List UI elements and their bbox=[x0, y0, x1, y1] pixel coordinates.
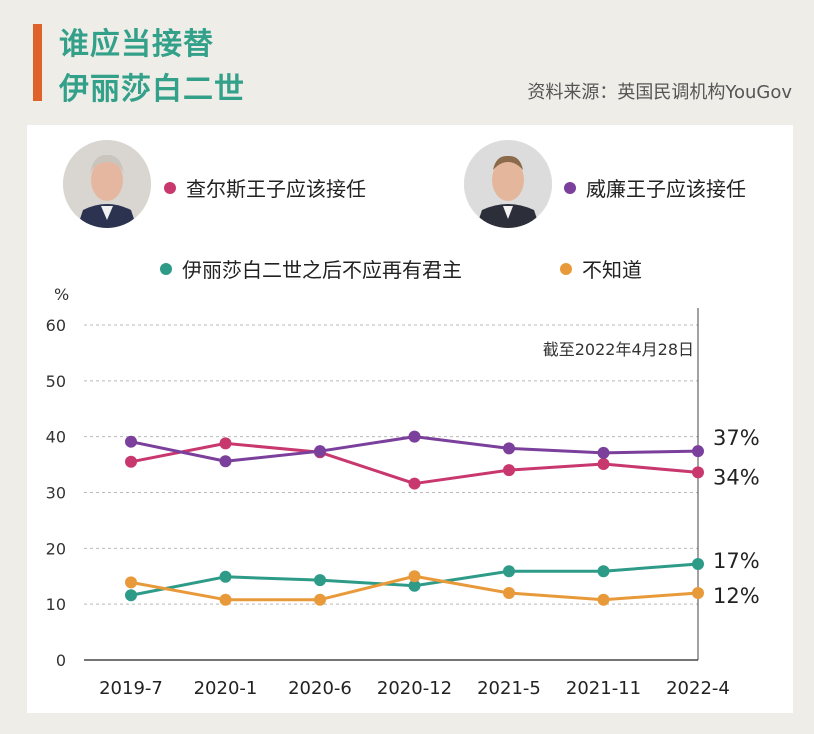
x-tick-label-2020-6: 2020-6 bbox=[288, 678, 352, 699]
y-axis-unit: % bbox=[54, 285, 69, 304]
legend-label-dont-know: 不知道 bbox=[582, 258, 642, 282]
end-label-william: 37% bbox=[713, 426, 760, 450]
prince-william-portrait bbox=[464, 140, 552, 228]
page-title-line-1: 谁应当接替 bbox=[59, 27, 214, 62]
y-tick-label-50: 50 bbox=[46, 372, 66, 391]
end-label-no_monarch: 17% bbox=[713, 549, 760, 573]
legend-dot-william bbox=[564, 181, 576, 194]
data-point-william-2020-12 bbox=[408, 430, 421, 443]
x-tick-label-2021-5: 2021-5 bbox=[477, 678, 541, 699]
grid: 0 10 20 30 40 50 60 2019-7 2020-1 2020-6 2020-12 20… bbox=[46, 308, 730, 699]
page-title-line-2: 伊丽莎白二世 bbox=[59, 72, 245, 107]
legend-label-charles: 查尔斯王子应该接任 bbox=[186, 177, 366, 201]
data-point-no_monarch-2021-5 bbox=[503, 565, 515, 578]
x-tick-label-2019-7: 2019-7 bbox=[99, 678, 163, 699]
data-point-william-2022-4 bbox=[692, 445, 704, 458]
end-label-charles: 34% bbox=[713, 465, 760, 489]
data-point-dont_know-2021-11 bbox=[597, 593, 610, 606]
labels: 34% 37% 17% 12% bbox=[713, 426, 760, 608]
data-point-no_monarch-2021-11 bbox=[597, 565, 610, 578]
y-tick-label-0: 0 bbox=[56, 651, 66, 670]
data-point-no_monarch-2022-4 bbox=[692, 557, 704, 570]
legend-label-william: 威廉王子应该接任 bbox=[586, 177, 746, 201]
date-annotation: 截至2022年4月28日 bbox=[543, 340, 694, 359]
data-point-charles-2022-4 bbox=[692, 466, 704, 479]
data-point-william-2020-6 bbox=[314, 445, 326, 458]
y-tick-label-10: 10 bbox=[46, 595, 66, 614]
data-point-dont_know-2020-6 bbox=[314, 593, 326, 606]
data-point-no_monarch-2020-1 bbox=[219, 570, 232, 583]
data-point-no_monarch-2019-7 bbox=[125, 589, 137, 602]
data-point-william-2021-11 bbox=[597, 446, 610, 459]
data-point-no_monarch-2020-6 bbox=[314, 574, 326, 587]
data-point-charles-2020-1 bbox=[219, 437, 232, 450]
series-line-charles bbox=[130, 441, 699, 486]
x-tick-label-2020-12: 2020-12 bbox=[377, 678, 452, 699]
data-point-dont_know-2020-12 bbox=[408, 570, 421, 583]
legend-item-dont-know: 不知道 bbox=[560, 254, 642, 283]
data-point-dont_know-2019-7 bbox=[125, 576, 137, 589]
data-point-dont_know-2022-4 bbox=[692, 587, 704, 599]
data-point-william-2021-5 bbox=[503, 442, 515, 455]
chart-card: 查尔斯王子应该接任 威廉王子应该接任 伊丽莎白二世之后不应再有君主 不知道 bbox=[27, 125, 793, 713]
series bbox=[125, 430, 704, 606]
legend-item-william: 威廉王子应该接任 bbox=[564, 173, 746, 202]
legend-dot-charles bbox=[164, 181, 176, 194]
data-point-charles-2019-7 bbox=[125, 455, 137, 468]
data-point-dont_know-2020-1 bbox=[219, 593, 232, 606]
x-tick-label-2022-4: 2022-4 bbox=[666, 678, 730, 699]
end-label-dont_know: 12% bbox=[713, 584, 760, 608]
legend-item-no-monarch: 伊丽莎白二世之后不应再有君主 bbox=[160, 254, 462, 283]
x-tick-label-2021-11: 2021-11 bbox=[566, 678, 641, 699]
y-tick-label-30: 30 bbox=[46, 484, 66, 503]
legend-label-no-monarch: 伊丽莎白二世之后不应再有君主 bbox=[182, 258, 462, 282]
data-point-william-2020-1 bbox=[219, 455, 232, 468]
y-tick-label-20: 20 bbox=[46, 539, 66, 558]
y-tick-label-40: 40 bbox=[46, 428, 66, 447]
data-point-no_monarch-2020-12 bbox=[408, 579, 421, 592]
data-point-william-2019-7 bbox=[125, 435, 137, 448]
source-note: 资料来源：英国民调机构YouGov bbox=[527, 82, 792, 103]
y-tick-label-60: 60 bbox=[46, 316, 66, 335]
legend-dot-dont-know bbox=[560, 262, 572, 275]
legend-dot-no-monarch bbox=[160, 262, 172, 275]
x-tick-label-2020-1: 2020-1 bbox=[194, 678, 258, 699]
data-point-dont_know-2021-5 bbox=[503, 587, 515, 599]
prince-charles-portrait bbox=[63, 140, 151, 228]
accent-bar bbox=[33, 24, 42, 101]
data-point-charles-2020-12 bbox=[408, 477, 421, 490]
legend-item-charles: 查尔斯王子应该接任 bbox=[164, 173, 366, 202]
data-point-charles-2021-11 bbox=[597, 458, 610, 471]
data-point-charles-2021-5 bbox=[503, 464, 515, 477]
